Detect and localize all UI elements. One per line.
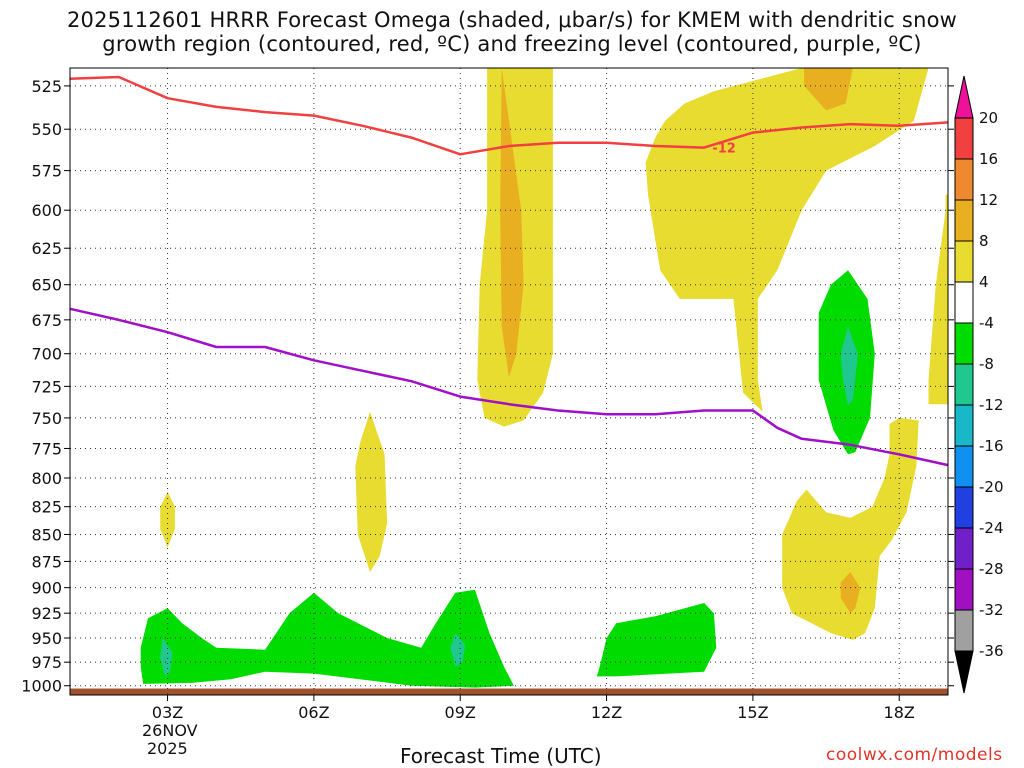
colorbar-label-10: -24: [979, 519, 1004, 537]
date-label-year: 2025: [147, 739, 188, 758]
ytick-label-950: 950: [31, 629, 62, 648]
omega-region-8: [160, 491, 175, 548]
colorbar-bottom-triangle: [954, 650, 974, 694]
colorbar-segment-9: [954, 445, 974, 488]
ytick-label-750: 750: [31, 409, 62, 428]
ytick-label-775: 775: [31, 439, 62, 458]
colorbar-segment-3: [954, 199, 974, 242]
xtick-label-18: 18Z: [884, 703, 915, 722]
x-axis-ticks: 03Z 06Z 09Z 12Z 15Z 18Z: [152, 695, 915, 722]
colorbar-segment-6: [954, 322, 974, 365]
ytick-label-575: 575: [31, 162, 62, 181]
colorbar-segment-5: [954, 281, 974, 324]
ground-terrain: [70, 688, 948, 695]
colorbar: 20 16 12 8 4 -4 -8 -12 -16 -20 -24 -28 -32 -36: [954, 75, 1004, 694]
ytick-label-825: 825: [31, 498, 62, 517]
colorbar-segment-7: [954, 363, 974, 406]
ytick-label-650: 650: [31, 276, 62, 295]
colorbar-label-8: -16: [979, 437, 1004, 455]
xtick-label-3: 03Z: [152, 703, 183, 722]
ytick-label-1000: 1000: [21, 677, 62, 696]
ytick-label-900: 900: [31, 579, 62, 598]
omega-region-13: [450, 633, 466, 667]
omega-region-6: [840, 326, 858, 406]
colorbar-label-11: -28: [979, 560, 1004, 578]
colorbar-label-0: 20: [979, 109, 998, 127]
ytick-label-525: 525: [31, 77, 62, 96]
ytick-label-875: 875: [31, 552, 62, 571]
colorbar-segment-12: [954, 568, 974, 611]
ytick-label-850: 850: [31, 525, 62, 544]
credit-text[interactable]: coolwx.com/models: [826, 745, 1003, 765]
xtick-label-9: 09Z: [445, 703, 476, 722]
ytick-label-625: 625: [31, 239, 62, 258]
ytick-label-675: 675: [31, 311, 62, 330]
plot-frame: [69, 67, 949, 696]
ytick-label-725: 725: [31, 377, 62, 396]
chart-title: 2025112601 HRRR Forecast Omega (shaded, …: [66, 8, 957, 32]
date-label-day: 26NOV: [142, 721, 198, 740]
colorbar-label-12: -32: [979, 601, 1004, 619]
ytick-label-700: 700: [31, 345, 62, 364]
colorbar-segment-11: [954, 527, 974, 570]
colorbar-label-5: -4: [979, 314, 994, 332]
omega-region-11: [140, 589, 514, 688]
omega-region-2: [645, 68, 929, 412]
contour-lines: [69, 75, 949, 467]
contour-line-1: [69, 307, 949, 467]
omega-region-10: [840, 572, 861, 614]
contour-line-0: [69, 75, 949, 156]
colorbar-label-9: -20: [979, 478, 1004, 496]
colorbar-segment-13: [954, 609, 974, 652]
omega-region-12: [160, 638, 173, 677]
colorbar-label-7: -12: [979, 396, 1004, 414]
xtick-label-6: 06Z: [298, 703, 329, 722]
omega-region-14: [596, 603, 717, 677]
colorbar-segment-8: [954, 404, 974, 447]
omega-shading: [140, 68, 948, 688]
xtick-label-15: 15Z: [737, 703, 768, 722]
colorbar-label-4: 4: [979, 273, 989, 291]
omega-region-7: [355, 411, 388, 572]
chart-title-line2: growth region (contoured, red, ºC) and f…: [102, 32, 922, 56]
ytick-label-600: 600: [31, 201, 62, 220]
colorbar-label-3: 8: [979, 232, 989, 250]
colorbar-top-triangle: [954, 75, 974, 119]
ytick-label-800: 800: [31, 469, 62, 488]
colorbar-label-1: 16: [979, 150, 998, 168]
y-axis-ticks: 525 550 575 600 625 650 675 700 725 750 775 800 825 8…: [21, 77, 954, 696]
x-axis-label: Forecast Time (UTC): [400, 744, 602, 768]
ytick-label-975: 975: [31, 653, 62, 672]
colorbar-segment-4: [954, 240, 974, 283]
omega-region-4: [928, 194, 948, 405]
ytick-label-925: 925: [31, 604, 62, 623]
omega-region-9: [782, 417, 919, 640]
colorbar-label-13: -36: [979, 642, 1004, 660]
contour-label-0: -12: [712, 142, 736, 157]
omega-region-3: [804, 68, 853, 111]
colorbar-label-2: 12: [979, 191, 998, 209]
colorbar-segment-1: [954, 117, 974, 160]
xtick-label-12: 12Z: [591, 703, 622, 722]
colorbar-segment-2: [954, 158, 974, 201]
contour-labels: -12: [712, 142, 736, 157]
colorbar-label-6: -8: [979, 355, 994, 373]
ytick-label-550: 550: [31, 120, 62, 139]
colorbar-segment-10: [954, 486, 974, 529]
